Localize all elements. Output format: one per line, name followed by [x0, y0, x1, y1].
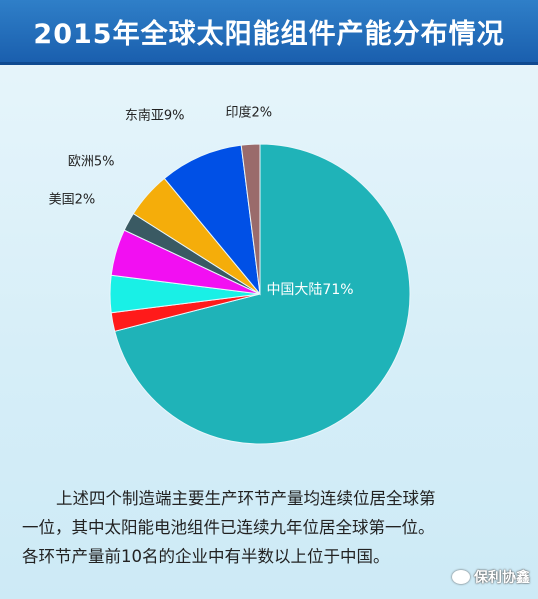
caption-line-1: 上述四个制造端主要生产环节产量均连续位居全球第 [56, 489, 436, 508]
pie-slice-0 [114, 143, 411, 445]
watermark: 保利协鑫 [452, 567, 530, 587]
title-banner: 2015年全球太阳能组件产能分布情况 [0, 0, 538, 65]
slice-label-5: 欧洲5% [68, 155, 115, 170]
pie-slice-6 [163, 144, 261, 296]
pie-chart: 中国大陆71% 美国2% 欧洲5% 东南亚9% 印度2% [49, 104, 411, 445]
wechat-icon [452, 570, 470, 584]
slice-label-4: 美国2% [49, 192, 96, 207]
caption-text: 上述四个制造端主要生产环节产量均连续位居全球第 一位，其中太阳能电池组件已连续九… [22, 484, 522, 571]
slice-label-6: 东南亚9% [125, 108, 185, 124]
slice-label-0: 中国大陆71% [266, 282, 353, 298]
slice-label-7: 印度2% [226, 104, 273, 120]
caption-line-3: 各环节产量前10名的企业中有半数以上位于中国。 [22, 547, 390, 566]
caption-line-2: 一位，其中太阳能电池组件已连续九年位居全球第一位。 [22, 518, 435, 537]
chart-title: 2015年全球太阳能组件产能分布情况 [33, 18, 505, 50]
pie-slice-7 [240, 143, 261, 295]
watermark-text: 保利协鑫 [474, 570, 530, 586]
